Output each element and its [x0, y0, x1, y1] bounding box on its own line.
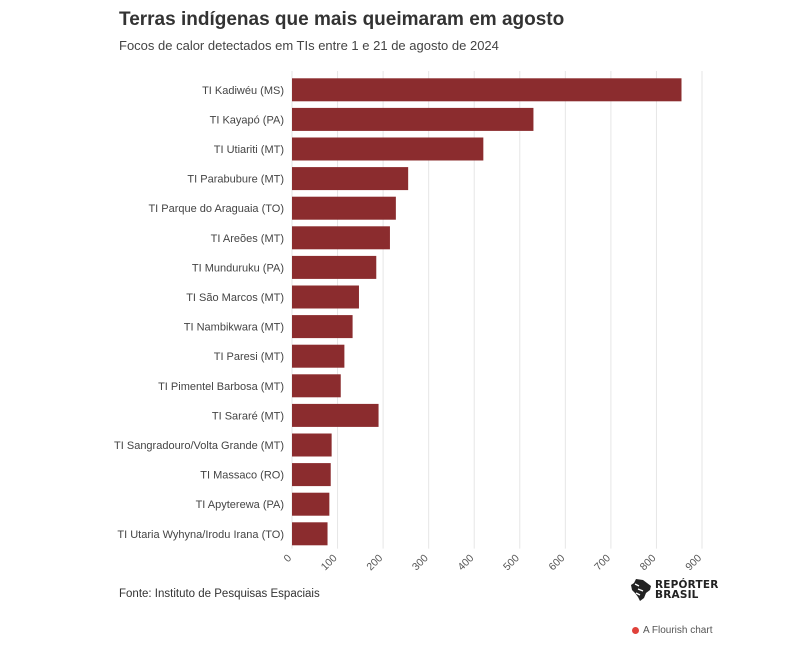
chart-subtitle: Focos de calor detectados em TIs entre 1…: [119, 38, 499, 53]
category-label: TI Sararé (MT): [212, 410, 284, 422]
bar: [292, 374, 341, 398]
category-label: TI Utiariti (MT): [214, 144, 284, 156]
category-label: TI Apyterewa (PA): [196, 499, 284, 511]
x-tick-label: 300: [410, 552, 431, 573]
category-label: TI Massaco (RO): [200, 470, 284, 482]
bar: [292, 315, 353, 339]
flourish-credit[interactable]: A Flourish chart: [632, 625, 712, 636]
bar: [292, 522, 328, 546]
brand-line-2: BRASIL: [655, 589, 699, 601]
category-label: TI Pimentel Barbosa (MT): [158, 381, 284, 393]
category-label: TI São Marcos (MT): [186, 292, 284, 304]
brazil-map-icon: [631, 579, 651, 601]
x-tick-label: 800: [638, 552, 659, 573]
source-note: Fonte: Instituto de Pesquisas Espaciais: [119, 588, 320, 600]
chart-title: Terras indígenas que mais queimaram em a…: [119, 9, 565, 30]
category-label: TI Utaria Wyhyna/Irodu Irana (TO): [117, 529, 284, 541]
bar: [292, 78, 682, 102]
x-tick-label: 400: [455, 552, 476, 573]
reporter-brasil-logo[interactable]: REPÓRTER BRASIL: [630, 578, 719, 602]
x-tick-label: 600: [547, 552, 568, 573]
x-tick-label: 700: [592, 552, 613, 573]
category-label: TI Kadiwéu (MS): [202, 85, 284, 97]
category-label: TI Kayapó (PA): [210, 114, 284, 126]
flourish-icon: [632, 627, 639, 634]
x-tick-label: 900: [683, 552, 704, 573]
bar: [292, 463, 331, 487]
bar: [292, 255, 377, 279]
x-tick-label: 0: [282, 552, 295, 565]
bar: [292, 433, 332, 457]
category-label: TI Munduruku (PA): [192, 262, 284, 274]
x-tick-label: 200: [364, 552, 385, 573]
bar: [292, 196, 396, 220]
category-label: TI Areões (MT): [211, 233, 284, 245]
bar: [292, 226, 390, 250]
category-label: TI Paresi (MT): [214, 351, 284, 363]
bar: [292, 107, 534, 131]
brand-line-1: REPÓRTER: [655, 579, 719, 591]
category-label: TI Sangradouro/Volta Grande (MT): [114, 440, 284, 452]
category-label: TI Parque do Araguaia (TO): [148, 203, 284, 215]
bar: [292, 285, 359, 309]
x-tick-label: 500: [501, 552, 522, 573]
category-label: TI Nambikwara (MT): [184, 322, 284, 334]
bar-chart: 0 100 200 300 400 500 600 700 800 900 TI Kadiwéu (…: [114, 71, 704, 573]
bar: [292, 492, 330, 516]
flourish-credit-label: A Flourish chart: [643, 625, 713, 636]
category-label: TI Parabubure (MT): [187, 174, 284, 186]
bar: [292, 167, 409, 191]
bar: [292, 403, 379, 427]
x-tick-label: 100: [319, 552, 340, 573]
bar: [292, 344, 345, 368]
bar: [292, 137, 484, 161]
